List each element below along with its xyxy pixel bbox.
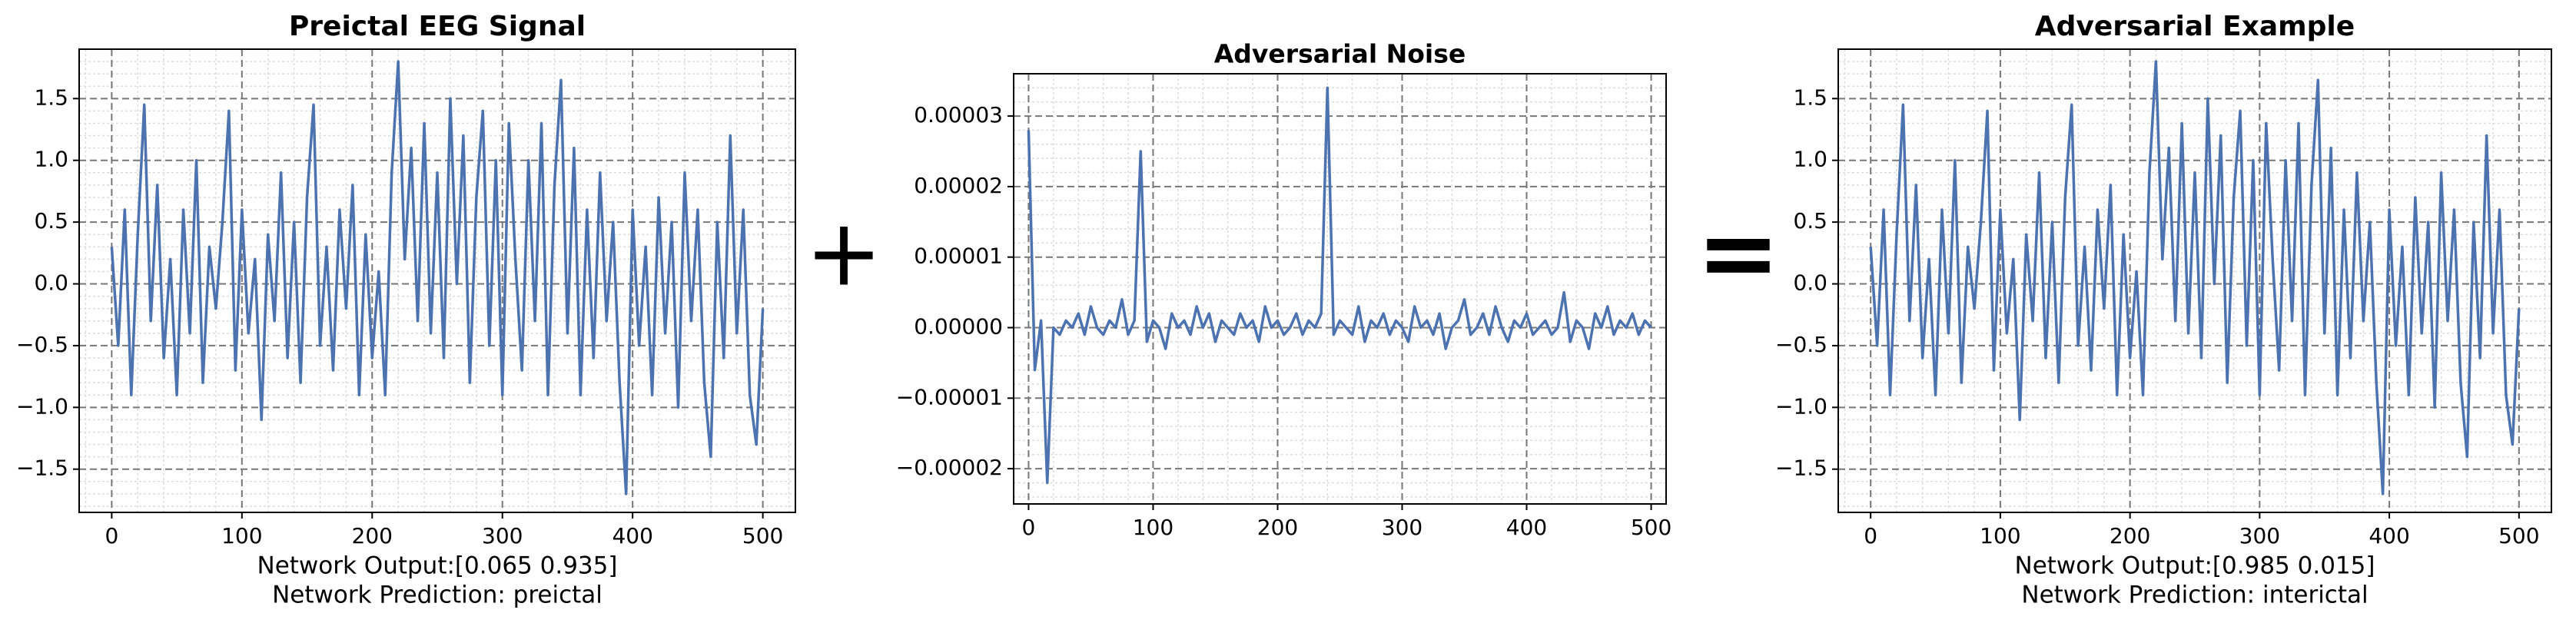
x-axis-label: Network Output:[0.985 0.015] (2015, 552, 2375, 580)
x-axis-label: Network Prediction: preictal (272, 582, 603, 609)
chart-title: Adversarial Noise (1214, 39, 1466, 69)
y-tick-label: −1.5 (16, 456, 68, 481)
x-tick-label: 400 (1506, 515, 1547, 540)
axes-frame (78, 48, 796, 513)
series-line (1027, 86, 1652, 485)
plot-area (79, 49, 795, 512)
series-line (110, 60, 765, 495)
y-tick-label: 0.5 (34, 208, 68, 234)
y-tick-label: 0.00001 (914, 244, 1003, 269)
y-tick-label: −0.00001 (896, 384, 1003, 409)
chart-title: Adversarial Example (2035, 11, 2355, 42)
x-tick-label: 300 (2239, 523, 2280, 548)
x-tick-label: 100 (1980, 523, 2020, 548)
equals-sign: = (1697, 194, 1781, 311)
plus-sign: + (805, 201, 883, 307)
x-tick-label: 0 (1864, 523, 1877, 548)
x-tick-label: 500 (2498, 523, 2539, 548)
x-tick-label: 0 (105, 523, 118, 548)
y-tick-label: −0.5 (16, 332, 68, 357)
x-tick-label: 300 (1382, 515, 1422, 540)
x-tick-label: 200 (2110, 523, 2150, 548)
x-axis-label: Network Prediction: interictal (2021, 582, 2368, 609)
y-tick-label: 1.5 (34, 85, 68, 110)
y-tick-label: −0.5 (1775, 332, 1827, 357)
plot-area (1014, 74, 1666, 504)
x-tick-label: 200 (352, 523, 393, 548)
axes-frame (1837, 48, 2552, 513)
x-tick-label: 400 (2369, 523, 2409, 548)
x-tick-label: 100 (221, 523, 262, 548)
y-tick-label: −0.00002 (896, 455, 1003, 480)
x-tick-label: 500 (742, 523, 783, 548)
x-tick-label: 500 (1631, 515, 1671, 540)
y-tick-label: 0.00000 (914, 313, 1003, 339)
y-tick-label: 0.00003 (914, 102, 1003, 128)
x-tick-label: 300 (482, 523, 523, 548)
chart-title: Preictal EEG Signal (289, 11, 586, 42)
y-tick-label: 0.00002 (914, 173, 1003, 198)
series-line (1869, 60, 2521, 495)
y-tick-label: −1.0 (1775, 393, 1827, 419)
x-tick-label: 400 (612, 523, 652, 548)
y-tick-label: −1.0 (16, 393, 68, 419)
y-tick-label: 1.5 (1793, 85, 1827, 110)
y-tick-label: 1.0 (1793, 147, 1827, 172)
y-tick-label: −1.5 (1775, 456, 1827, 481)
axes-frame (1013, 73, 1667, 505)
y-tick-label: 0.0 (34, 270, 68, 296)
x-axis-label: Network Output:[0.065 0.935] (257, 552, 618, 580)
x-tick-label: 0 (1022, 515, 1036, 540)
plot-area (1838, 49, 2551, 512)
y-tick-label: 0.5 (1793, 208, 1827, 234)
y-tick-label: 0.0 (1793, 270, 1827, 296)
y-tick-label: 1.0 (34, 147, 68, 172)
x-tick-label: 200 (1257, 515, 1298, 540)
x-tick-label: 100 (1133, 515, 1173, 540)
